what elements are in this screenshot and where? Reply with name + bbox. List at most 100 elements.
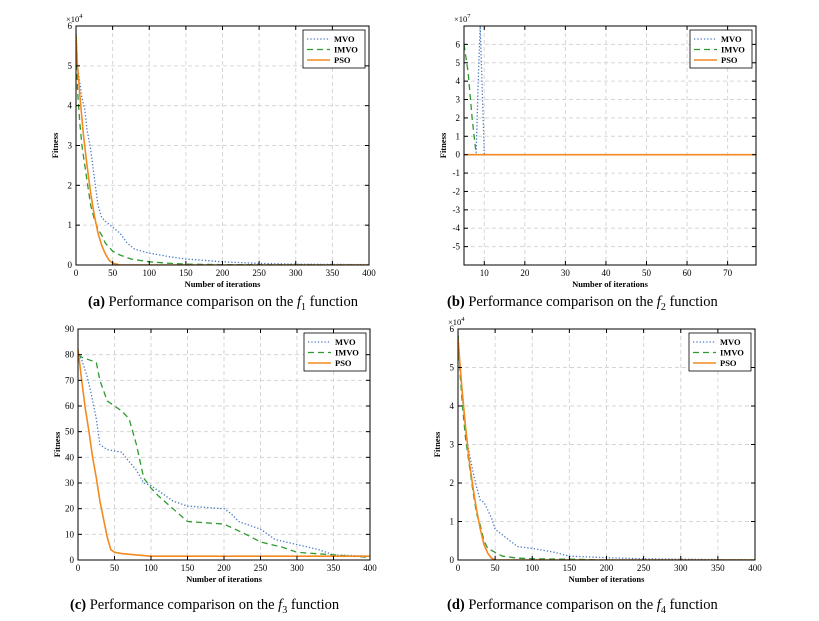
- x-tick-label: 100: [526, 563, 540, 573]
- caption-suffix: function: [290, 597, 340, 613]
- x-tick-label: 400: [362, 268, 376, 278]
- x-tick-label: 250: [252, 268, 266, 278]
- x-tick-label: 350: [326, 268, 340, 278]
- x-tick-label: 0: [456, 563, 461, 573]
- y-tick-label: 50: [65, 427, 75, 437]
- y-tick-label: -1: [453, 168, 461, 178]
- y-tick-label: -3: [453, 205, 461, 215]
- legend-box: [303, 332, 367, 372]
- x-tick-label: 50: [108, 268, 118, 278]
- x-axis-label: Number of iterations: [185, 279, 262, 289]
- legend-label-mvo: MVO: [721, 34, 742, 44]
- legend-label-mvo: MVO: [334, 34, 355, 44]
- y-tick-label: 5: [456, 58, 461, 68]
- y-tick-label: 0: [450, 555, 455, 565]
- caption-b: (b) Performance comparison on the f2 fun…: [447, 294, 718, 313]
- x-tick-label: 200: [217, 563, 231, 573]
- caption-func: f: [296, 294, 302, 310]
- y-tick-label: 90: [65, 324, 75, 334]
- y-tick-label: 20: [65, 504, 75, 514]
- series-line-imvo: [78, 354, 370, 559]
- legend-label-pso: PSO: [720, 358, 737, 368]
- series-line-pso: [78, 349, 370, 557]
- y-tick-label: 6: [68, 21, 73, 31]
- legend-label-imvo: IMVO: [334, 45, 358, 55]
- x-tick-label: 150: [563, 563, 577, 573]
- caption-c: (c) Performance comparison on the f3 fun…: [70, 597, 339, 616]
- caption-suffix: function: [669, 294, 718, 310]
- caption-a: (a) Performance comparison on the f1 fun…: [88, 294, 358, 313]
- y-axis-exponent: ×104: [66, 13, 83, 24]
- x-axis-label: Number of iterations: [569, 574, 646, 584]
- caption-text: Performance comparison on the: [108, 294, 294, 310]
- legend-label-pso: PSO: [334, 55, 351, 65]
- legend-label-pso: PSO: [721, 55, 738, 65]
- x-tick-label: 100: [144, 563, 158, 573]
- x-tick-label: 50: [491, 563, 501, 573]
- x-tick-label: 300: [674, 563, 688, 573]
- chart-d: 0 50 100 150 200 250 300 350 400 0 1 2 3 4 5 6 Number of…: [432, 316, 762, 584]
- x-tick-label: 30: [561, 268, 571, 278]
- x-tick-label: 200: [216, 268, 230, 278]
- x-tick-label: 0: [74, 268, 79, 278]
- chart-a: 0 50 100 150 200 250 300 350 400 0 1 2 3 4 5 6 Number of…: [50, 13, 376, 289]
- y-tick-label: 1: [456, 131, 461, 141]
- y-tick-label: 40: [65, 452, 75, 462]
- x-tick-label: 10: [480, 268, 490, 278]
- y-tick-label: 4: [68, 101, 73, 111]
- legend-box: [689, 29, 753, 69]
- x-tick-label: 0: [76, 563, 81, 573]
- caption-letter: (d): [447, 597, 465, 613]
- x-axis-label: Number of iterations: [186, 574, 263, 584]
- x-tick-label: 350: [327, 563, 341, 573]
- y-tick-label: 0: [70, 555, 75, 565]
- x-tick-label: 20: [520, 268, 530, 278]
- y-tick-label: 80: [65, 350, 75, 360]
- y-tick-label: -5: [453, 242, 461, 252]
- chart-c: 0 50 100 150 200 250 300 350 400 0 10 20 30 40 50 60 70 8…: [52, 324, 377, 584]
- series-line-imvo: [458, 334, 755, 560]
- caption-letter: (b): [447, 294, 465, 310]
- y-tick-label: 2: [450, 478, 455, 488]
- caption-d: (d) Performance comparison on the f4 fun…: [447, 597, 718, 616]
- x-tick-label: 250: [254, 563, 268, 573]
- legend-box: [688, 332, 752, 372]
- caption-suffix: function: [669, 597, 718, 613]
- caption-letter: (a): [88, 294, 105, 310]
- y-tick-label: 0: [456, 150, 461, 160]
- x-tick-label: 400: [363, 563, 377, 573]
- y-tick-label: 70: [65, 375, 75, 385]
- x-tick-label: 50: [642, 268, 652, 278]
- x-tick-label: 40: [601, 268, 611, 278]
- y-tick-label: 3: [450, 440, 455, 450]
- x-tick-label: 100: [143, 268, 157, 278]
- y-tick-label: -4: [453, 223, 461, 233]
- y-axis-label: Fitness: [438, 132, 448, 158]
- y-tick-label: 5: [450, 363, 455, 373]
- series-line-pso: [458, 338, 755, 560]
- x-tick-label: 50: [110, 563, 120, 573]
- x-tick-label: 200: [600, 563, 614, 573]
- x-tick-label: 60: [683, 268, 693, 278]
- y-tick-label: 2: [456, 113, 461, 123]
- caption-func: f: [656, 294, 661, 310]
- y-tick-label: 1: [450, 517, 455, 527]
- x-tick-label: 300: [290, 563, 304, 573]
- caption-suffix: function: [309, 294, 358, 310]
- x-tick-label: 150: [179, 268, 193, 278]
- y-tick-label: 1: [68, 220, 73, 230]
- chart-b: 10 20 30 40 50 60 70 -5 -4 -3 -2 -1 0 1 2 3 4 5 6 Number of…: [438, 13, 757, 289]
- legend-label-imvo: IMVO: [721, 45, 745, 55]
- caption-sub: 3: [282, 604, 288, 616]
- legend-box: [302, 29, 366, 69]
- x-axis-label: Number of iterations: [572, 279, 649, 289]
- y-tick-label: 5: [68, 61, 73, 71]
- caption-text: Performance comparison on the: [468, 597, 654, 613]
- caption-sub: 1: [301, 301, 307, 313]
- caption-letter: (c): [70, 597, 87, 613]
- x-tick-label: 400: [748, 563, 762, 573]
- x-tick-label: 150: [181, 563, 195, 573]
- y-axis-label: Fitness: [432, 431, 442, 457]
- y-tick-label: 2: [68, 180, 73, 190]
- y-tick-label: 4: [456, 76, 461, 86]
